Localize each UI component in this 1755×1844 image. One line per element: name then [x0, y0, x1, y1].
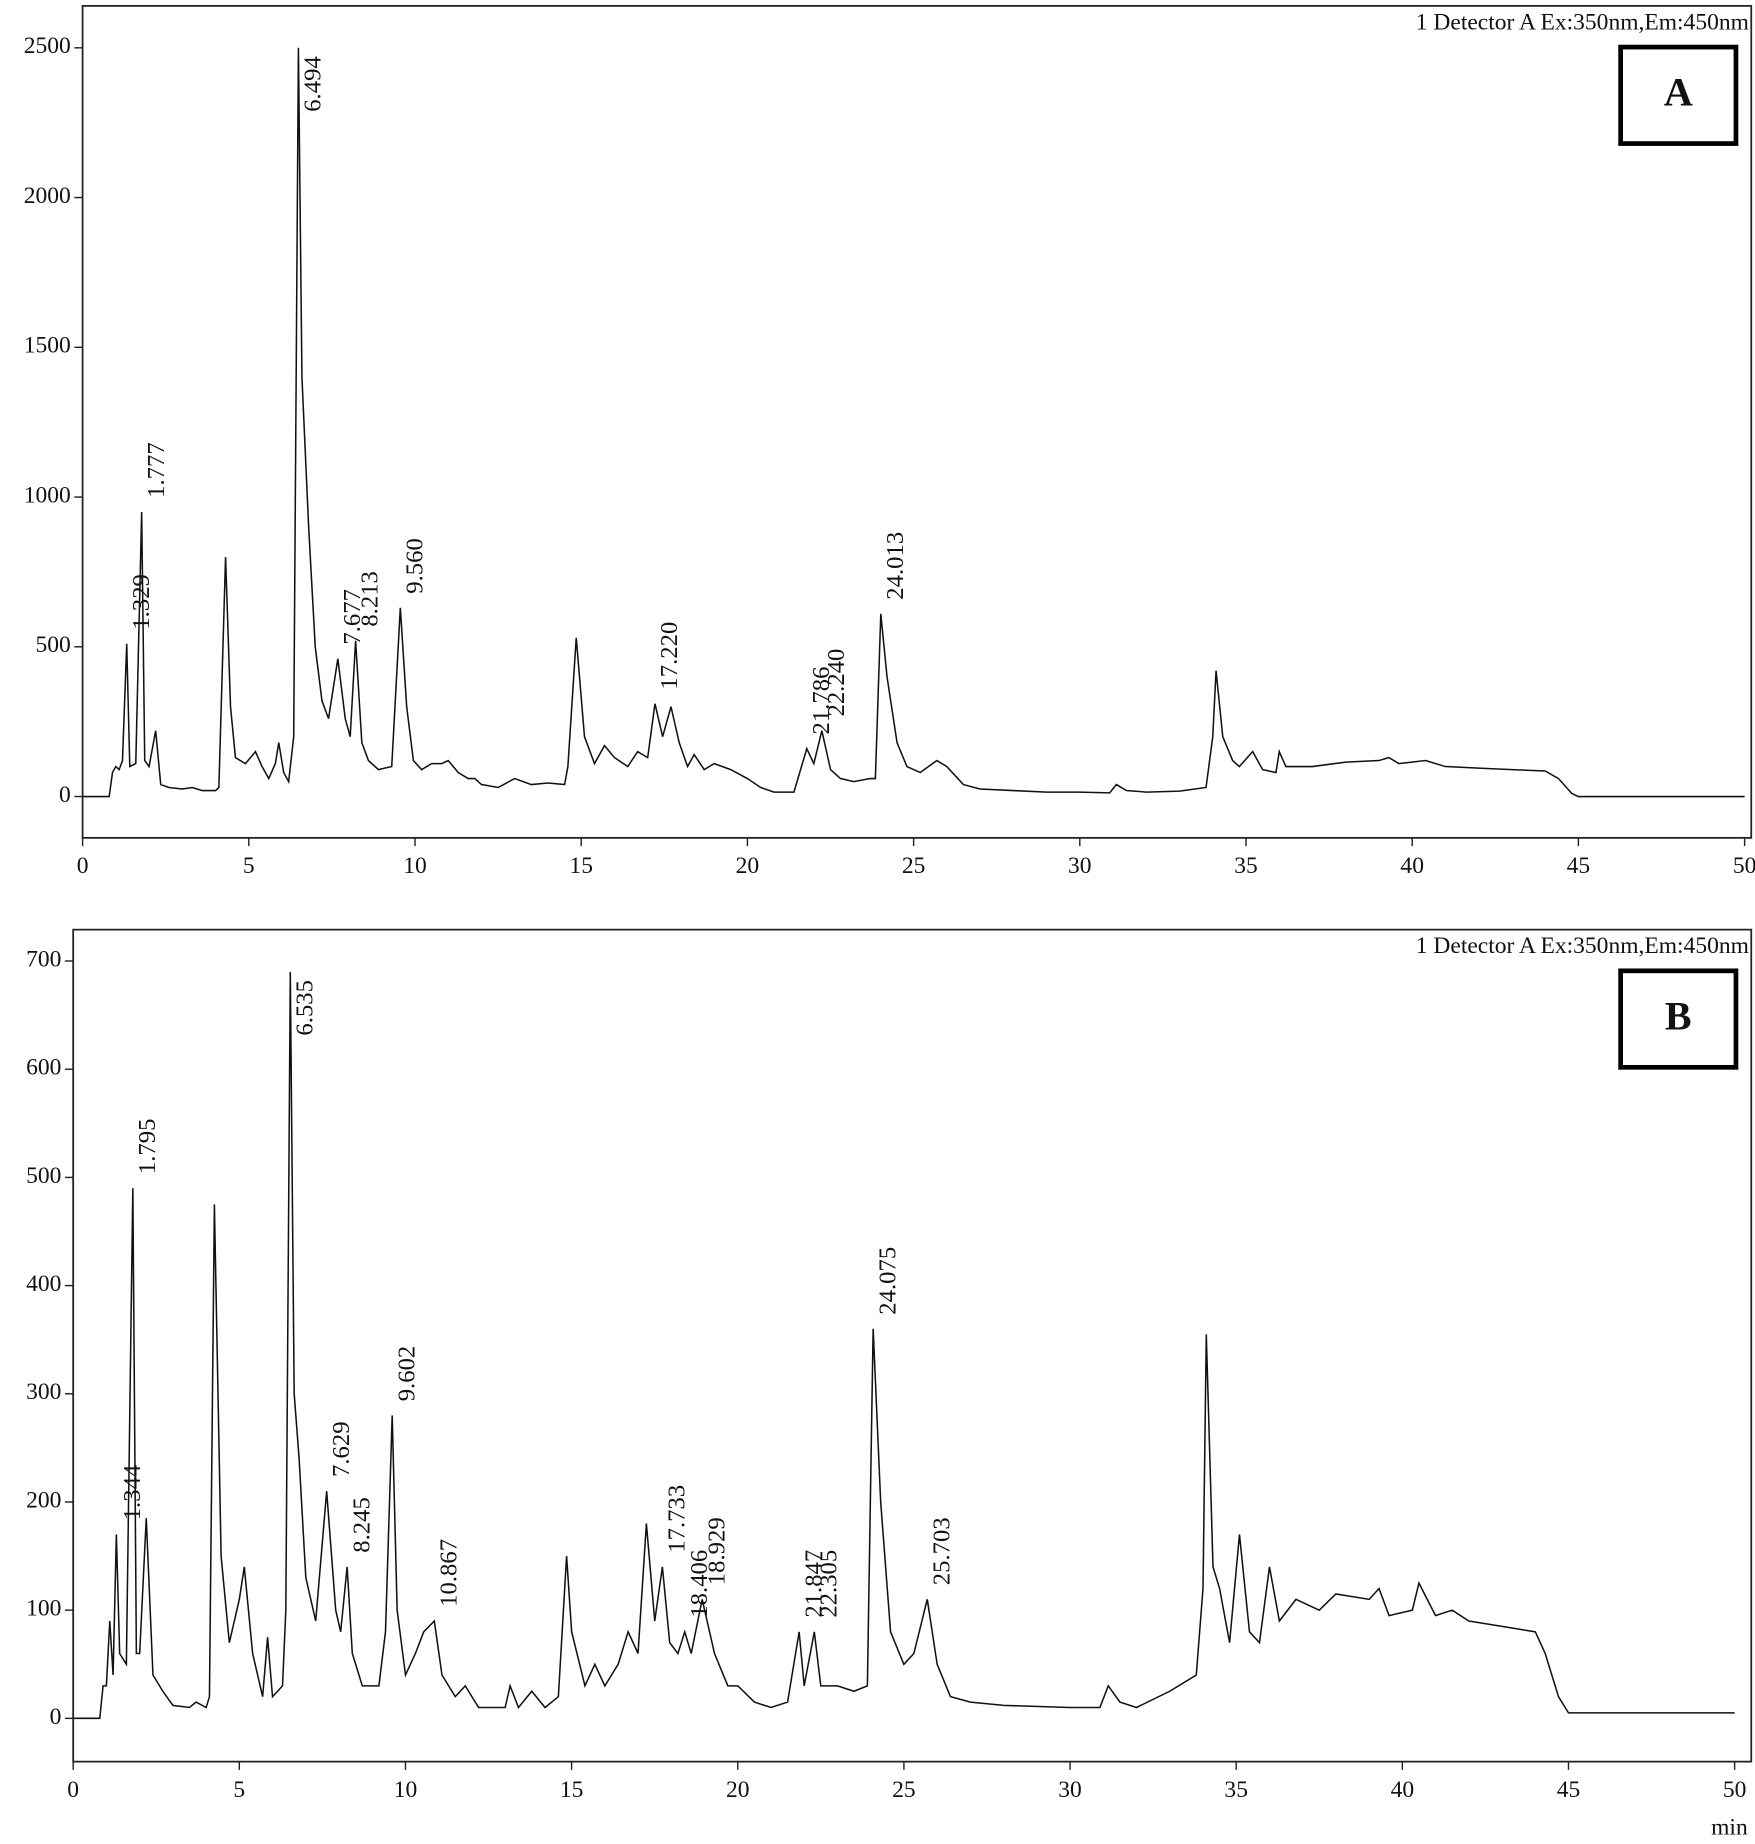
trace [82, 47, 1745, 798]
x-tick-label: 30 [1058, 1777, 1082, 1803]
y-tick-label: 500 [36, 632, 71, 658]
peak-label: 21.786 [808, 667, 835, 735]
x-tick-label: 0 [77, 853, 89, 879]
trace [73, 971, 1735, 1720]
peak-label: 24.013 [882, 532, 909, 600]
peak-label: 18.406 [686, 1550, 713, 1618]
x-tick-label: 20 [726, 1777, 750, 1803]
peak-label: 1.795 [134, 1119, 161, 1175]
peak-label: 7.677 [339, 589, 366, 645]
peak-label: 17.733 [664, 1485, 691, 1553]
peak-label: 22.305 [816, 1550, 843, 1618]
x-tick-label: 15 [569, 853, 593, 879]
x-tick-label: 5 [233, 1777, 245, 1803]
x-axis-label: min [1711, 1815, 1748, 1841]
y-tick-label: 2000 [24, 183, 71, 209]
peak-label: 1.777 [143, 442, 170, 498]
x-tick-label: 45 [1557, 1777, 1581, 1803]
peak-label: 25.703 [928, 1517, 955, 1585]
y-tick-label: 0 [50, 1704, 62, 1730]
y-tick-label: 500 [26, 1163, 61, 1189]
peak-label: 9.560 [402, 538, 429, 594]
panel-box [1618, 968, 1739, 1070]
x-tick-label: 30 [1068, 853, 1092, 879]
y-tick-label: 700 [26, 946, 61, 972]
y-tick-label: 600 [26, 1055, 61, 1081]
x-tick-label: 50 [1723, 1777, 1747, 1803]
y-tick-label: 200 [26, 1487, 61, 1513]
peak-label: 18.929 [703, 1517, 730, 1585]
peak-label: 24.075 [874, 1247, 901, 1315]
x-tick-label: 50 [1733, 853, 1755, 879]
y-tick-label: 100 [26, 1596, 61, 1622]
peak-label: 9.602 [393, 1346, 420, 1402]
peak-label: 8.213 [357, 571, 384, 627]
x-tick-label: 25 [902, 853, 926, 879]
panel-label: B [1665, 993, 1692, 1038]
x-tick-label: 40 [1400, 853, 1424, 879]
plot-frame [72, 928, 1753, 1763]
y-tick-label: 400 [26, 1271, 61, 1297]
y-tick-label: 0 [59, 782, 71, 808]
detector-label: 1 Detector A Ex:350nm,Em:450nm [1416, 933, 1749, 959]
peak-label: 6.535 [291, 980, 318, 1036]
x-tick-label: 40 [1391, 1777, 1415, 1803]
peak-label: 7.629 [328, 1421, 355, 1477]
peak-label: 1.344 [119, 1465, 146, 1521]
peak-label: 10.867 [435, 1539, 462, 1607]
y-tick-label: 2500 [24, 33, 71, 59]
x-tick-label: 10 [403, 853, 427, 879]
x-tick-label: 25 [892, 1777, 916, 1803]
x-tick-label: 45 [1567, 853, 1591, 879]
x-tick-label: 10 [394, 1777, 418, 1803]
plot-frame [81, 5, 1753, 839]
x-tick-label: 5 [243, 853, 255, 879]
peak-label: 1.329 [128, 574, 155, 630]
panel-label: A [1664, 70, 1693, 115]
x-tick-label: 35 [1234, 853, 1258, 879]
x-tick-label: 15 [560, 1777, 584, 1803]
detector-label: 1 Detector A Ex:350nm,Em:450nm [1416, 9, 1749, 35]
y-tick-label: 300 [26, 1379, 61, 1405]
peak-label: 22.240 [823, 649, 850, 717]
peak-label: 6.494 [300, 56, 327, 112]
peak-label: 8.245 [348, 1497, 375, 1553]
peak-label: 17.220 [656, 622, 683, 690]
panel-box [1618, 44, 1739, 146]
x-tick-label: 0 [67, 1777, 79, 1803]
peak-label: 21.847 [800, 1550, 827, 1618]
x-tick-label: 35 [1224, 1777, 1248, 1803]
y-tick-label: 1500 [24, 333, 71, 359]
y-tick-label: 1000 [24, 482, 71, 508]
x-tick-label: 20 [736, 853, 760, 879]
